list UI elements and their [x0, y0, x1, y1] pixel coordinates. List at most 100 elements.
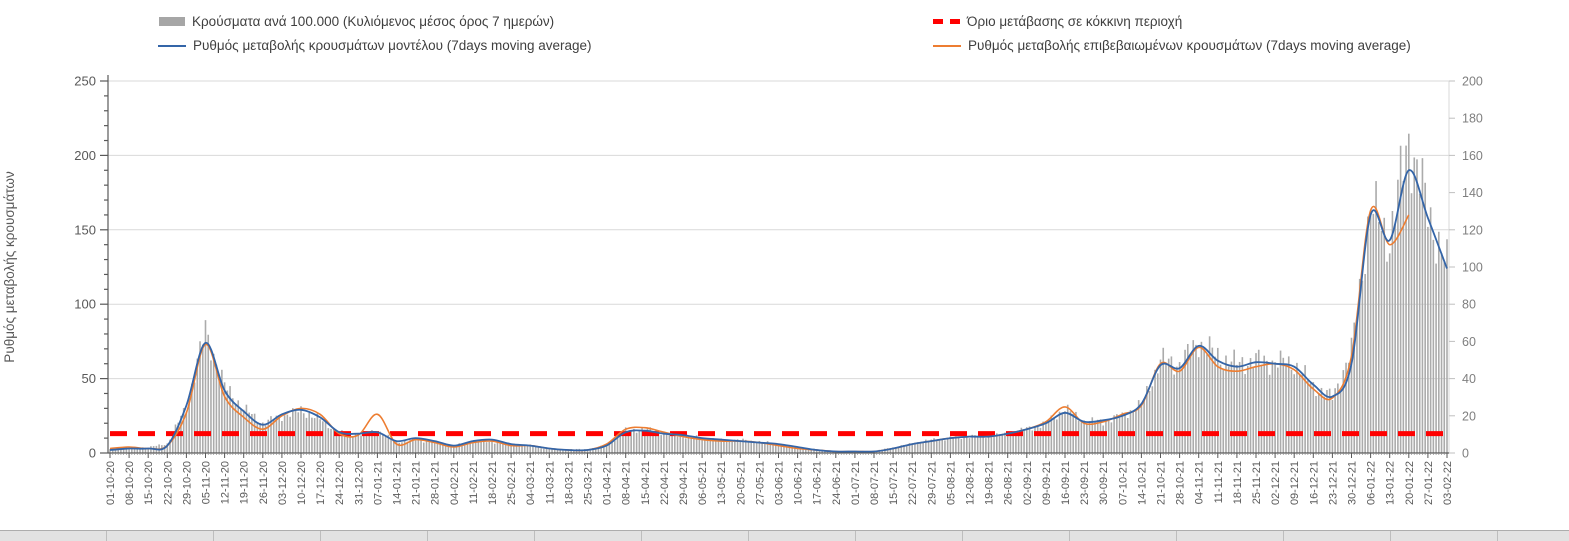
- daily-bar: [895, 447, 897, 453]
- daily-bar: [242, 409, 245, 453]
- daily-bar: [1307, 380, 1309, 453]
- daily-bar: [1367, 216, 1369, 453]
- daily-bar: [1372, 213, 1375, 453]
- daily-bar: [802, 448, 804, 453]
- daily-bar: [1271, 360, 1274, 453]
- x-tick-label: 09-12-21: [1289, 461, 1301, 505]
- x-tick-label: 29-10-20: [181, 461, 193, 505]
- legend-label-model-rate: Ρυθμός μεταβολής κρουσμάτων μοντέλου (7d…: [193, 38, 592, 53]
- daily-bar: [1099, 419, 1102, 453]
- x-tick-label: 09-09-21: [1041, 461, 1053, 505]
- daily-bar: [1364, 274, 1366, 453]
- daily-bar: [1148, 390, 1151, 453]
- x-tick-label: 28-10-21: [1175, 461, 1187, 505]
- x-tick-label: 22-04-21: [659, 461, 671, 505]
- daily-bar: [1045, 420, 1047, 453]
- daily-bar: [690, 437, 692, 453]
- daily-bar: [433, 440, 436, 453]
- daily-bar: [952, 438, 954, 453]
- daily-bar: [1410, 193, 1413, 453]
- daily-bar: [390, 438, 392, 453]
- daily-bar: [616, 435, 619, 453]
- daily-bar: [234, 404, 237, 453]
- daily-bar: [1230, 361, 1233, 453]
- daily-bar: [698, 438, 701, 453]
- daily-bar: [813, 448, 815, 453]
- daily-bar: [384, 436, 387, 453]
- x-tick-label: 13-01-22: [1385, 461, 1397, 505]
- daily-bar: [1247, 366, 1249, 453]
- daily-bar: [766, 441, 769, 453]
- daily-bar: [1386, 261, 1388, 453]
- daily-bar: [1424, 182, 1426, 453]
- daily-bar: [131, 447, 133, 453]
- y-right-tick-label: 80: [1462, 298, 1476, 312]
- daily-bar: [1080, 422, 1083, 453]
- x-tick-label: 16-12-21: [1308, 461, 1320, 505]
- daily-bar: [693, 437, 695, 453]
- daily-bar: [676, 436, 679, 453]
- daily-bar: [1012, 432, 1014, 453]
- daily-bar: [1298, 373, 1301, 453]
- daily-bar: [338, 431, 340, 453]
- daily-bar: [1227, 366, 1230, 453]
- daily-bar: [1397, 179, 1399, 453]
- daily-bar: [264, 425, 267, 453]
- daily-bar: [679, 435, 682, 453]
- daily-bar: [660, 435, 662, 453]
- daily-bar: [1039, 427, 1042, 453]
- y-right-tick-label: 60: [1462, 335, 1476, 349]
- daily-bar: [903, 444, 905, 453]
- daily-bar: [551, 449, 553, 453]
- daily-bar: [330, 428, 332, 453]
- daily-bar: [171, 433, 174, 453]
- daily-bar: [327, 428, 330, 453]
- daily-bar: [120, 448, 122, 453]
- gray-bar-swatch-icon: [159, 17, 185, 26]
- daily-bar: [133, 446, 136, 453]
- daily-bar: [1287, 356, 1290, 453]
- daily-bar: [1328, 388, 1331, 453]
- x-tick-label: 18-03-21: [563, 461, 575, 505]
- x-tick-label: 22-07-21: [907, 461, 919, 505]
- daily-bar: [916, 442, 919, 453]
- daily-bar: [1438, 231, 1440, 453]
- daily-bar: [1361, 280, 1364, 453]
- daily-bar: [1241, 357, 1244, 453]
- daily-bar: [1167, 358, 1170, 453]
- daily-bar: [526, 445, 529, 453]
- daily-bar: [1290, 369, 1293, 453]
- x-tick-label: 23-12-21: [1327, 461, 1339, 505]
- legend-item-confirmed-rate: Ρυθμός μεταβολής επιβεβαιωμένων κρουσμάτ…: [933, 38, 1411, 53]
- daily-bar: [807, 448, 810, 453]
- x-tick-label: 03-12-20: [277, 461, 289, 505]
- daily-bar: [562, 449, 564, 453]
- daily-bar: [371, 430, 373, 453]
- daily-bar: [1189, 355, 1192, 453]
- daily-bar: [502, 443, 504, 453]
- y-right-tick-label: 200: [1462, 75, 1483, 89]
- daily-bar: [938, 439, 941, 453]
- daily-bar: [417, 439, 420, 453]
- daily-bar: [548, 449, 551, 453]
- daily-bar: [717, 438, 720, 453]
- daily-bar: [237, 400, 240, 453]
- daily-bar: [128, 446, 130, 453]
- daily-bar: [594, 447, 597, 453]
- daily-bar: [543, 448, 545, 453]
- daily-bar: [723, 440, 725, 453]
- daily-bar: [1282, 357, 1285, 453]
- daily-bar: [1094, 422, 1096, 453]
- x-tick-label: 06-01-22: [1366, 461, 1378, 505]
- daily-bar: [1377, 222, 1380, 453]
- daily-bar: [742, 438, 744, 453]
- daily-bar: [1244, 374, 1246, 453]
- daily-bar: [922, 442, 924, 453]
- daily-bar: [889, 448, 892, 453]
- daily-bar: [436, 441, 439, 453]
- daily-bar: [1192, 340, 1195, 453]
- y-right-tick-label: 160: [1462, 149, 1483, 163]
- daily-bar: [488, 441, 491, 453]
- daily-bar: [491, 441, 493, 453]
- daily-bar: [439, 443, 441, 453]
